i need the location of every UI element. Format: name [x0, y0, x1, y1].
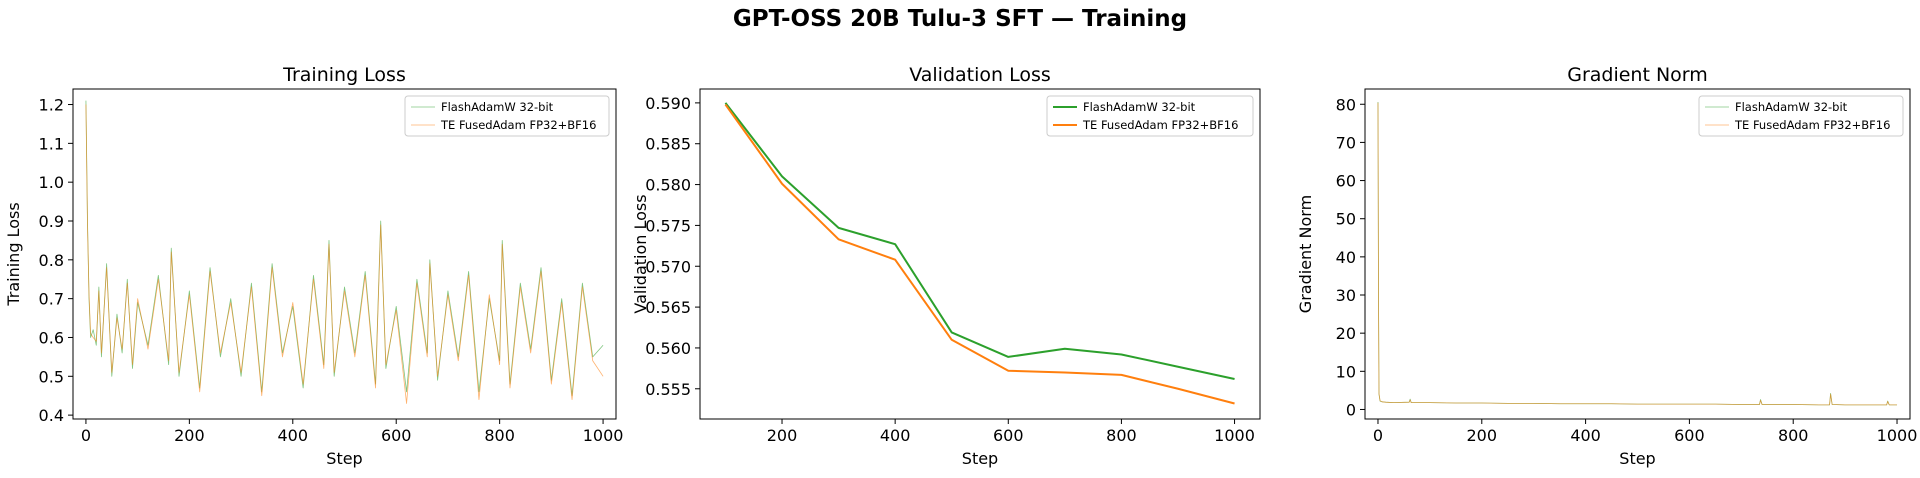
legend-label-flashadamw-32-bit: FlashAdamW 32-bit — [1083, 100, 1196, 114]
legend-box — [1046, 95, 1254, 137]
y-tick-label: 0.555 — [645, 380, 691, 399]
y-tick-label: 0 — [1346, 400, 1356, 419]
y-tick-label: 0.9 — [39, 212, 64, 231]
x-axis-label: Step — [962, 449, 998, 468]
y-tick-label: 60 — [1336, 172, 1356, 191]
series-line-flashadamw-32-bit — [85, 100, 604, 397]
x-tick-label: 400 — [278, 426, 309, 445]
x-tick-label: 400 — [1570, 426, 1601, 445]
plot-frame — [72, 88, 617, 420]
chart-title: Gradient Norm — [1567, 64, 1708, 86]
series-line-flashadamw-32-bit — [724, 102, 1235, 380]
y-axis-label: Training Loss — [4, 202, 23, 306]
y-tick-label: 0.7 — [39, 290, 64, 309]
y-tick-label: 50 — [1336, 210, 1356, 229]
y-tick-label: 1.2 — [39, 96, 64, 115]
legend-box — [404, 95, 610, 137]
x-tick-label: 600 — [381, 426, 412, 445]
y-tick-label: 40 — [1336, 248, 1356, 267]
y-tick-label: 80 — [1336, 95, 1356, 114]
x-tick-label: 600 — [1674, 426, 1705, 445]
series-line-te-fusedadam-fp32-bf16 — [1377, 102, 1898, 406]
y-tick-label: 1.1 — [39, 134, 64, 153]
x-axis-label: Step — [1619, 449, 1655, 468]
chart-title: Validation Loss — [909, 64, 1051, 86]
plot-frame — [1364, 88, 1911, 420]
y-axis-label: Gradient Norm — [1296, 195, 1315, 313]
y-tick-label: 0.6 — [39, 328, 64, 347]
series-line-te-fusedadam-fp32-bf16 — [85, 104, 604, 404]
plot-frame — [699, 88, 1261, 420]
legend-label-flashadamw-32-bit: FlashAdamW 32-bit — [441, 100, 554, 114]
series-line-flashadamw-32-bit — [1377, 101, 1898, 406]
y-tick-label: 0.5 — [39, 367, 64, 386]
x-tick-label: 0 — [1373, 426, 1383, 445]
legend-label-flashadamw-32-bit: FlashAdamW 32-bit — [1735, 100, 1848, 114]
y-tick-label: 0.4 — [39, 406, 64, 425]
y-tick-label: 0.580 — [645, 176, 691, 195]
legend-label-te-fusedadam-fp32-bf16: TE FusedAdam FP32+BF16 — [440, 118, 596, 132]
y-tick-label: 0.575 — [645, 216, 691, 235]
legend-box — [1698, 95, 1904, 137]
x-tick-label: 400 — [880, 426, 911, 445]
series-line-te-fusedadam-fp32-bf16 — [724, 103, 1235, 405]
y-tick-label: 0.8 — [39, 251, 64, 270]
x-tick-label: 200 — [174, 426, 205, 445]
legend: FlashAdamW 32-bit TE FusedAdam FP32+BF16 — [1046, 95, 1254, 137]
legend-label-te-fusedadam-fp32-bf16: TE FusedAdam FP32+BF16 — [1734, 118, 1890, 132]
chart-panel-gradient-norm: 0 200 400 600 800 1000 0 10 20 30 40 50 60 70 80 Gradie… — [1296, 64, 1917, 468]
y-tick-label: 0.560 — [645, 339, 691, 358]
y-tick-label: 0.570 — [645, 257, 691, 276]
x-tick-label: 800 — [1106, 426, 1137, 445]
figure-title: GPT-OSS 20B Tulu-3 SFT — Training — [732, 6, 1188, 32]
y-tick-label: 1.0 — [39, 173, 64, 192]
x-tick-label: 1000 — [1214, 426, 1255, 445]
y-tick-label: 0.590 — [645, 94, 691, 113]
legend: FlashAdamW 32-bit TE FusedAdam FP32+BF16 — [404, 95, 610, 137]
chart-panel-validation-loss: 200 400 600 800 1000 0.555 0.560 0.565 0.570 0.57… — [631, 64, 1261, 468]
x-tick-label: 0 — [81, 426, 91, 445]
y-tick-label: 0.565 — [645, 298, 691, 317]
chart-panel-training-loss: 0 200 400 600 800 1000 0.4 0.5 0.6 0.7 0.8 0.9 1.0 1.… — [4, 64, 623, 468]
x-tick-label: 200 — [1467, 426, 1498, 445]
y-tick-label: 10 — [1336, 362, 1356, 381]
x-tick-label: 1000 — [583, 426, 624, 445]
x-tick-label: 200 — [767, 426, 798, 445]
y-tick-label: 70 — [1336, 133, 1356, 152]
y-tick-label: 30 — [1336, 286, 1356, 305]
x-axis-label: Step — [326, 449, 362, 468]
x-tick-label: 800 — [484, 426, 515, 445]
legend-label-te-fusedadam-fp32-bf16: TE FusedAdam FP32+BF16 — [1082, 118, 1238, 132]
x-tick-label: 600 — [993, 426, 1024, 445]
y-tick-label: 20 — [1336, 324, 1356, 343]
x-tick-label: 1000 — [1877, 426, 1918, 445]
chart-title: Training Loss — [282, 64, 406, 86]
y-axis-label: Validation Loss — [631, 194, 650, 313]
x-tick-label: 800 — [1778, 426, 1809, 445]
y-tick-label: 0.585 — [645, 135, 691, 154]
legend: FlashAdamW 32-bit TE FusedAdam FP32+BF16 — [1698, 95, 1904, 137]
